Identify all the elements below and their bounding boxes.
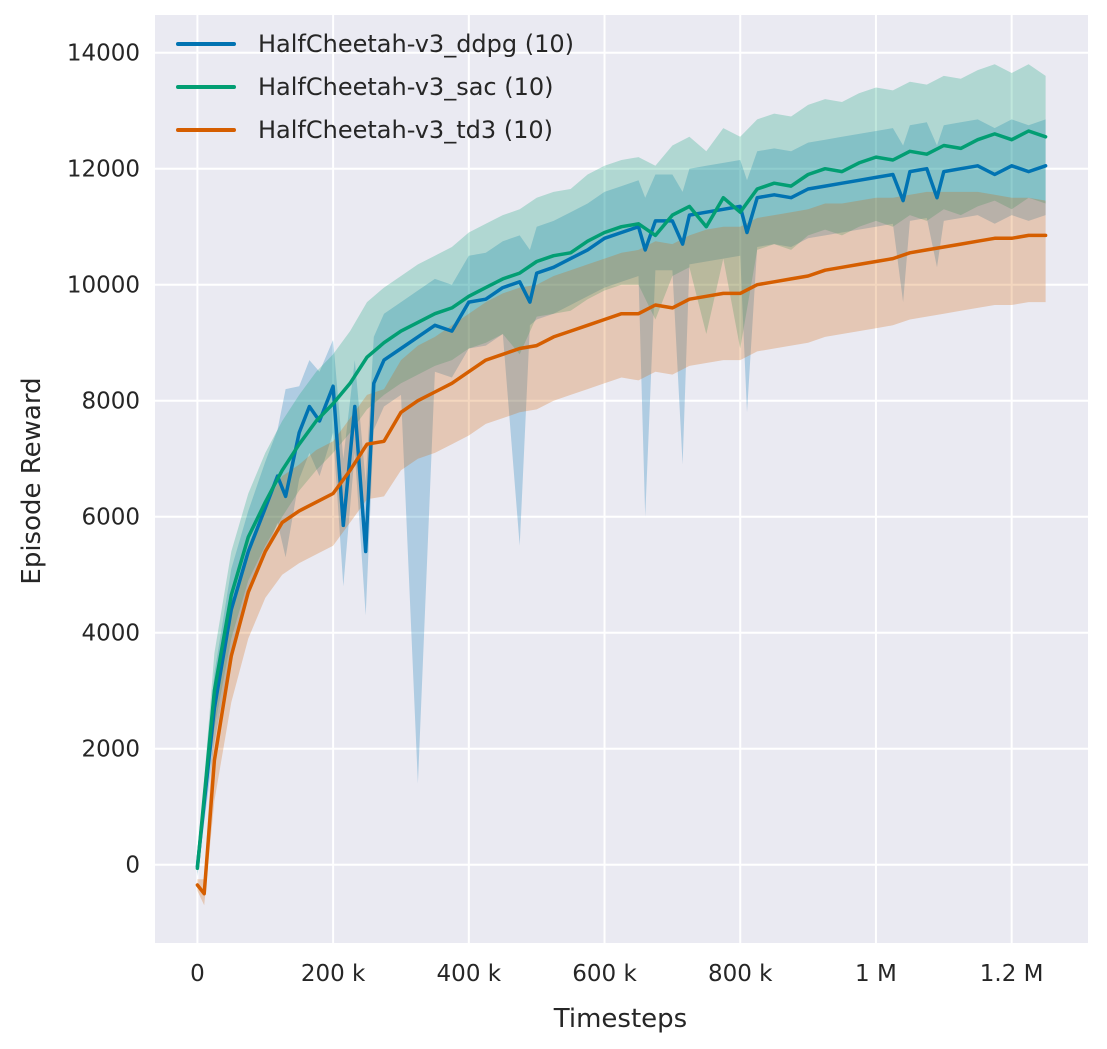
legend-label-td3: HalfCheetah-v3_td3 (10) [258,116,553,144]
y-tick-label: 8000 [81,389,140,415]
y-tick-label: 10000 [67,273,140,299]
series-line-sac [195,129,1048,870]
y-axis-label: Episode Reward [17,251,47,711]
legend-item-ddpg: HalfCheetah-v3_ddpg (10) [176,27,574,61]
x-tick-label: 1.2 M [980,961,1044,987]
x-tick-label: 400 k [437,961,502,987]
series-layer [195,64,1048,906]
y-axis-label-text: Episode Reward [17,377,47,585]
legend-item-sac: HalfCheetah-v3_sac (10) [176,70,574,104]
x-axis-label-text: Timesteps [553,1004,688,1034]
y-tick-label: 12000 [67,157,140,183]
legend-line-sample-sac [176,84,236,90]
series-line-ddpg [195,164,1048,869]
legend-item-td3: HalfCheetah-v3_td3 (10) [176,113,574,147]
x-tick-label: 1 M [855,961,897,987]
legend-line-sample-td3 [176,127,236,133]
y-tick-label: 6000 [81,505,140,531]
y-tick-label: 0 [125,853,140,879]
y-tick-label: 2000 [81,737,140,763]
series-band-td3 [197,191,1046,906]
series-band-ddpg [197,119,1046,877]
x-axis-label: Timesteps [0,1004,1107,1034]
legend-line-sample-ddpg [176,41,236,47]
series-line-td3 [195,233,1048,896]
y-tick-label: 4000 [81,621,140,647]
y-tick-label: 14000 [67,41,140,67]
legend-label-ddpg: HalfCheetah-v3_ddpg (10) [258,30,575,58]
x-tick-label: 200 k [301,961,366,987]
legend: HalfCheetah-v3_ddpg (10) HalfCheetah-v3_s… [176,27,574,147]
legend-label-sac: HalfCheetah-v3_sac (10) [258,73,554,101]
x-tick-label: 600 k [572,961,637,987]
x-tick-label: 800 k [708,961,773,987]
x-tick-label: 0 [190,961,205,987]
